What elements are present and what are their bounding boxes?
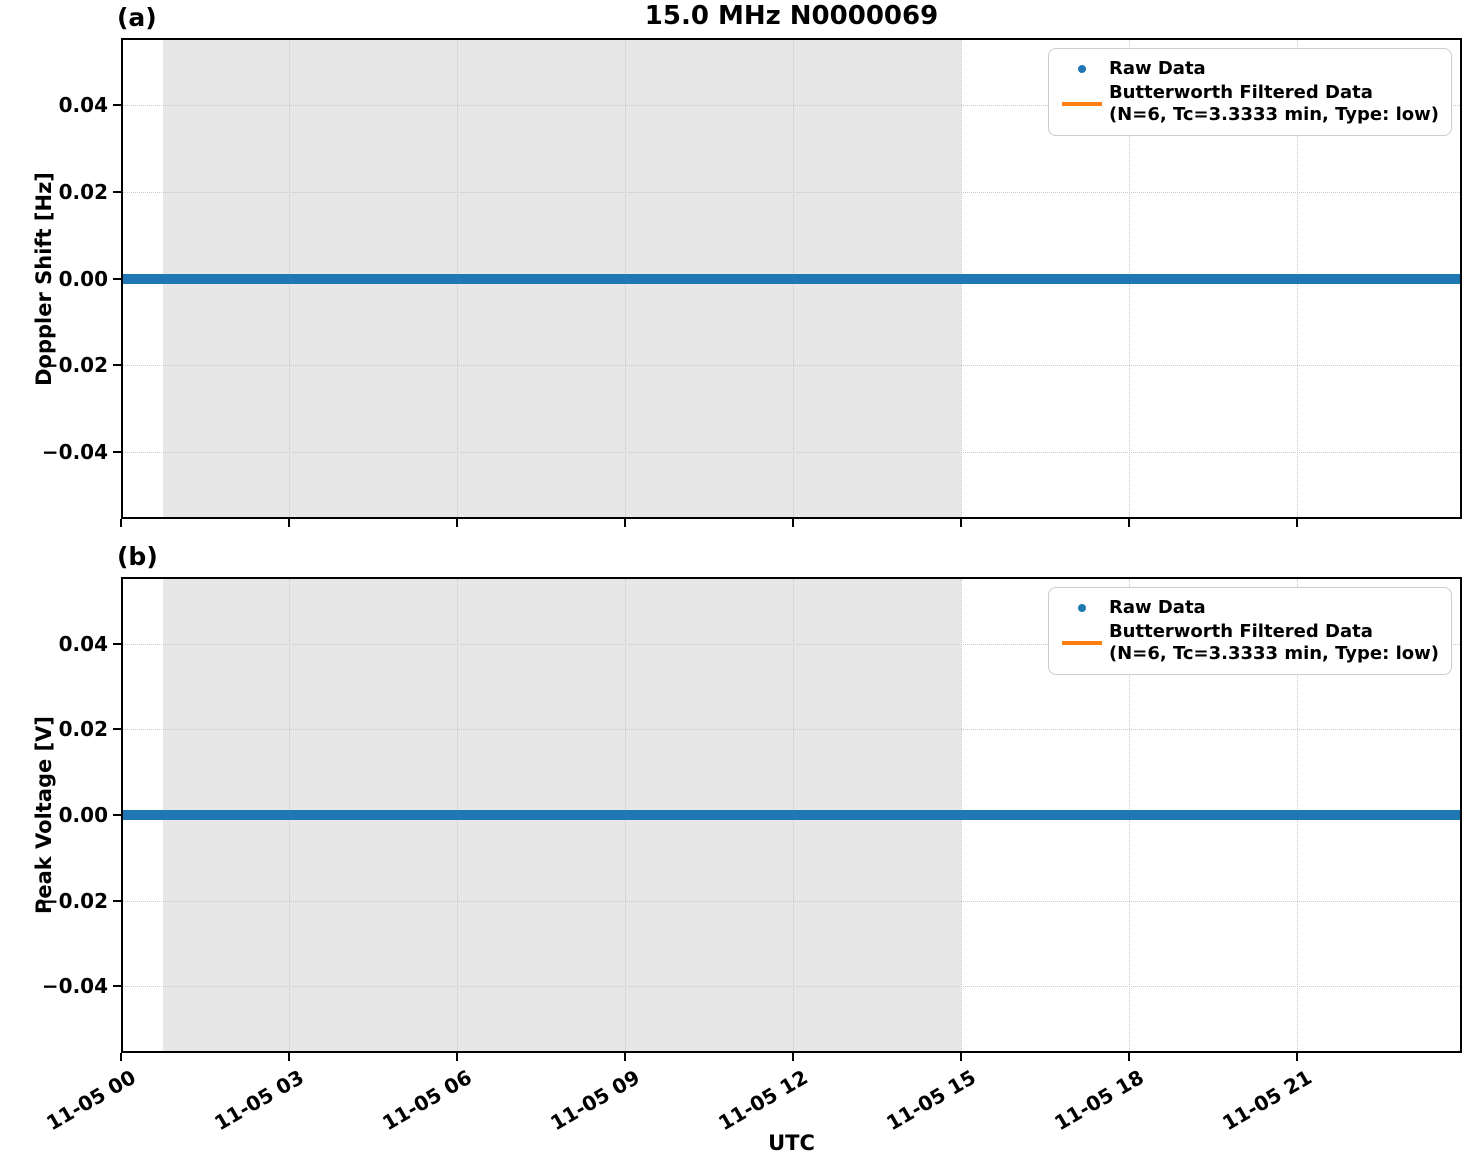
- y-tick-label: −0.04: [41, 974, 108, 999]
- panel-label: (a): [117, 3, 157, 32]
- x-tick: [1295, 1053, 1298, 1061]
- x-tick-label: 11-05 15: [882, 1065, 980, 1136]
- legend-label: Raw Data: [1109, 597, 1206, 619]
- y-tick-label: 0.04: [58, 93, 108, 118]
- y-gridline: [123, 643, 1460, 645]
- y-tick-label: 0.02: [58, 717, 108, 742]
- x-tick-label: 11-05 21: [1218, 1065, 1316, 1136]
- y-tick: [113, 450, 121, 453]
- y-tick-label: 0.02: [58, 179, 108, 204]
- y-tick: [113, 104, 121, 107]
- x-tick: [623, 519, 626, 527]
- y-gridline: [123, 900, 1460, 902]
- legend-entry: Raw Data: [1055, 58, 1439, 80]
- x-tick: [287, 519, 290, 527]
- legend-marker: [1055, 603, 1109, 612]
- legend-label-line: (N=6, Tc=3.3333 min, Type: low): [1108, 642, 1439, 664]
- y-tick-label: 0.04: [58, 631, 108, 656]
- filtered-data-line-icon: [1061, 101, 1102, 106]
- y-gridline: [123, 191, 1460, 193]
- legend-label: Raw Data: [1109, 58, 1206, 80]
- x-tick: [959, 519, 962, 527]
- y-gridline: [123, 105, 1460, 107]
- legend-entry: Butterworth Filtered Data (N=6, Tc=3.3333…: [1055, 82, 1439, 126]
- x-tick: [120, 1053, 122, 1061]
- y-tick-label: −0.02: [41, 353, 108, 377]
- y-axis-label: Peak Voltage [V]: [32, 715, 56, 915]
- filtered-data-line-icon: [1061, 640, 1102, 645]
- x-tick-label: 11-05 03: [210, 1065, 308, 1136]
- legend-label-line: Raw Data: [1108, 597, 1206, 618]
- x-tick: [1127, 519, 1130, 527]
- raw-data-marker-icon: [1077, 603, 1086, 612]
- axes-box: [121, 577, 1462, 1053]
- y-tick-label: −0.04: [41, 439, 108, 464]
- x-tick: [1295, 519, 1298, 527]
- y-axis-label: Doppler Shift [Hz]: [32, 171, 56, 386]
- y-gridline: [123, 729, 1460, 731]
- y-gridline: [123, 986, 1460, 988]
- x-tick-label: 11-05 00: [42, 1065, 140, 1136]
- legend: Raw Data Butterworth Filtered Data (N=6, T…: [1047, 587, 1452, 675]
- legend-marker: [1055, 64, 1109, 73]
- x-axis-label: UTC: [768, 1131, 815, 1155]
- x-tick: [1127, 1053, 1130, 1061]
- x-tick: [791, 519, 794, 527]
- y-tick: [113, 985, 121, 988]
- y-tick: [113, 899, 121, 902]
- x-tick: [791, 1053, 794, 1061]
- legend-entry: Butterworth Filtered Data (N=6, Tc=3.3333…: [1055, 621, 1439, 665]
- y-tick: [113, 190, 121, 193]
- x-tick: [455, 519, 458, 527]
- legend: Raw Data Butterworth Filtered Data (N=6, T…: [1047, 48, 1452, 136]
- legend-label: Butterworth Filtered Data (N=6, Tc=3.3333…: [1109, 82, 1439, 126]
- y-tick: [113, 364, 121, 366]
- legend-marker: [1055, 640, 1109, 645]
- x-tick: [120, 519, 122, 527]
- axes-box: [121, 38, 1462, 519]
- panel-label: (b): [117, 542, 158, 571]
- legend-label-line: (N=6, Tc=3.3333 min, Type: low): [1108, 103, 1439, 125]
- raw-data-series: [123, 273, 1460, 284]
- y-tick-label: 0.00: [58, 266, 108, 291]
- legend-label-line: Butterworth Filtered Data: [1108, 620, 1373, 642]
- raw-data-marker-icon: [1077, 64, 1086, 73]
- x-tick: [959, 1053, 962, 1061]
- x-tick-label: 11-05 18: [1050, 1065, 1148, 1136]
- x-tick-label: 11-05 12: [714, 1065, 812, 1136]
- raw-data-series: [123, 810, 1460, 820]
- legend-label: Butterworth Filtered Data (N=6, Tc=3.3333…: [1109, 621, 1439, 665]
- y-gridline: [123, 451, 1460, 453]
- legend-entry: Raw Data: [1055, 597, 1439, 619]
- y-tick-label: −0.02: [41, 888, 108, 913]
- legend-marker: [1055, 101, 1109, 106]
- y-gridline: [123, 365, 1460, 366]
- x-tick: [287, 1053, 290, 1061]
- x-tick-label: 11-05 06: [378, 1065, 476, 1136]
- y-tick: [113, 814, 121, 816]
- x-tick-label: 11-05 09: [546, 1065, 644, 1136]
- legend-label-line: Raw Data: [1108, 58, 1206, 79]
- x-tick: [623, 1053, 626, 1061]
- y-tick-label: 0.00: [58, 803, 108, 827]
- y-tick: [113, 277, 121, 280]
- x-tick: [455, 1053, 458, 1061]
- figure-title: 15.0 MHz N0000069: [644, 1, 939, 31]
- y-tick: [113, 642, 121, 645]
- legend-label-line: Butterworth Filtered Data: [1108, 81, 1373, 103]
- y-tick: [113, 728, 121, 731]
